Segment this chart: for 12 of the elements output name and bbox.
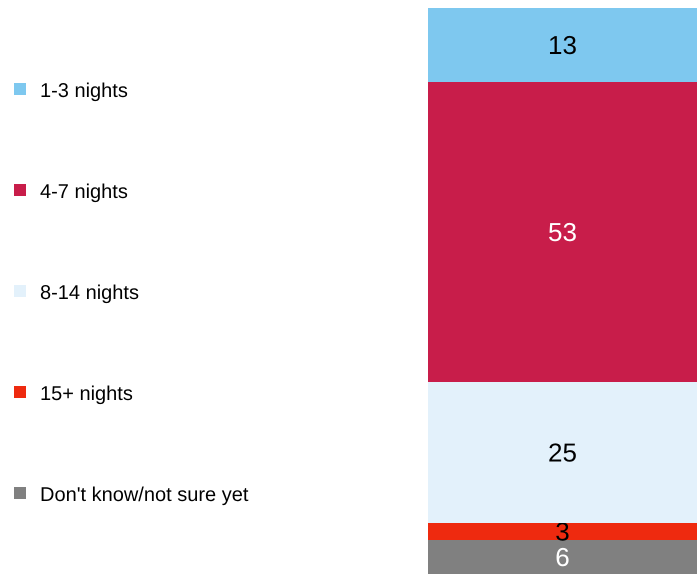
data-label: 13 (548, 30, 577, 60)
data-label: 25 (548, 438, 577, 468)
bar (428, 540, 697, 574)
legend-label: 4-7 nights (40, 180, 128, 203)
data-label: 53 (548, 217, 577, 247)
legend-label: 8-14 nights (40, 282, 139, 304)
legend-label: Don't know/not sure yet (40, 484, 249, 506)
bar (428, 382, 697, 523)
bar (428, 8, 697, 82)
legend-label: 1-3 nights (40, 80, 128, 102)
legend-label: 15+ nights (40, 382, 133, 405)
bar (428, 523, 697, 540)
